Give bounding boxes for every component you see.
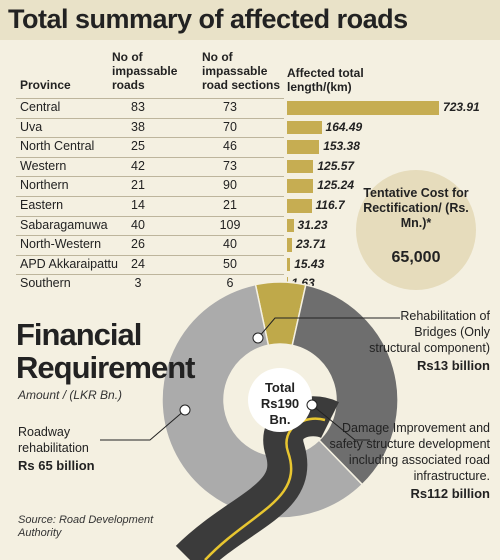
- row-divider: [16, 196, 284, 197]
- section-count: 21: [223, 198, 237, 212]
- length-bar: [287, 257, 291, 272]
- cost-value: 65,000: [391, 249, 441, 266]
- province: Eastern: [20, 198, 64, 212]
- slice-value-label: Rs112 billion: [410, 486, 490, 501]
- column-header: Affected total length/(km): [287, 66, 364, 94]
- cost-circle: [356, 170, 476, 290]
- section-count: 90: [223, 178, 237, 193]
- road-count: 3: [134, 276, 142, 291]
- length-label: 153.38: [323, 139, 360, 154]
- leader-dot: [252, 332, 264, 344]
- section-count: 109: [219, 217, 241, 232]
- column-header: Province: [20, 78, 71, 92]
- province: Southern: [20, 276, 71, 291]
- chart-title: Financial Requirement: [16, 317, 195, 385]
- road-count: 83: [131, 100, 145, 114]
- road-count: 42: [131, 158, 145, 173]
- length-label: 125.24: [317, 178, 354, 193]
- column-header: No of impassable road sections: [202, 50, 281, 92]
- title: Total summary of affected roads: [8, 4, 408, 34]
- section-count: 70: [223, 119, 237, 134]
- length-label: 164.49: [325, 119, 363, 134]
- slice-label: Rehabilitation of Bridges (Only structur…: [369, 309, 490, 355]
- row-divider: [16, 176, 284, 178]
- center-circle: [248, 368, 312, 432]
- slice-value-label: Rs13 billion: [417, 358, 490, 373]
- province: Sabaragamuwa: [20, 217, 108, 232]
- length-bar: [287, 238, 292, 252]
- donut-center-label: Total Rs190 Bn.: [260, 380, 300, 427]
- row-divider: [16, 235, 284, 237]
- province: North Central: [20, 139, 95, 154]
- road-count: 26: [131, 237, 145, 252]
- cost-label: Tentative Cost for Rectification/ (Rs. M…: [363, 186, 469, 230]
- province: Western: [20, 158, 67, 173]
- length-label: 723.91: [443, 100, 480, 114]
- road-count: 24: [131, 256, 145, 271]
- province: APD Akkaraipattu: [20, 256, 118, 271]
- length-bar: [287, 140, 320, 154]
- leader-dot: [306, 399, 318, 411]
- length-bar: [287, 218, 294, 233]
- province: Uva: [20, 119, 43, 134]
- leader-line: [257, 317, 400, 339]
- length-bar: [287, 179, 314, 193]
- length-label: 31.23: [297, 217, 328, 232]
- title-bar: [0, 0, 500, 40]
- section-count: 6: [226, 276, 234, 291]
- source: Source: Road Development Authority: [18, 514, 154, 539]
- road-count: 25: [131, 139, 145, 154]
- section-count: 73: [223, 100, 237, 114]
- length-label: 125.57: [317, 158, 355, 173]
- row-divider: [16, 274, 284, 276]
- row-divider: [16, 98, 284, 99]
- road-count: 38: [131, 119, 145, 134]
- leader-line: [100, 409, 186, 441]
- section-count: 50: [223, 256, 237, 271]
- length-bar: [287, 120, 322, 135]
- province: Central: [20, 100, 61, 114]
- chart-subtitle: Amount / (LKR Bn.): [18, 388, 123, 402]
- section-count: 73: [223, 158, 237, 173]
- length-bar: [287, 159, 314, 174]
- slice-label: Roadway rehabilitation: [18, 425, 89, 455]
- length-label: 15.43: [294, 256, 325, 271]
- leader-dot: [179, 404, 191, 416]
- slice-label: Damage Improvement and safety structure …: [329, 421, 491, 483]
- row-divider: [16, 117, 284, 119]
- slice-value-label: Rs 65 billion: [18, 458, 95, 473]
- row-divider: [16, 254, 284, 256]
- length-label: 23.71: [295, 237, 326, 252]
- donut-slice: [291, 283, 399, 486]
- section-count: 40: [223, 237, 237, 252]
- province: Northern: [20, 178, 69, 193]
- province: North-Western: [20, 237, 102, 252]
- row-divider: [16, 215, 284, 217]
- length-bar: [287, 199, 312, 213]
- road-count: 14: [131, 198, 145, 212]
- length-bar: [287, 101, 440, 115]
- section-count: 46: [223, 139, 237, 154]
- road-count: 40: [131, 217, 145, 232]
- row-divider: [16, 156, 284, 158]
- road-count: 21: [131, 178, 145, 193]
- row-divider: [16, 137, 284, 139]
- column-header: No of impassable roads: [112, 50, 178, 92]
- leader-line: [311, 404, 370, 441]
- length-label: 116.7: [315, 198, 345, 212]
